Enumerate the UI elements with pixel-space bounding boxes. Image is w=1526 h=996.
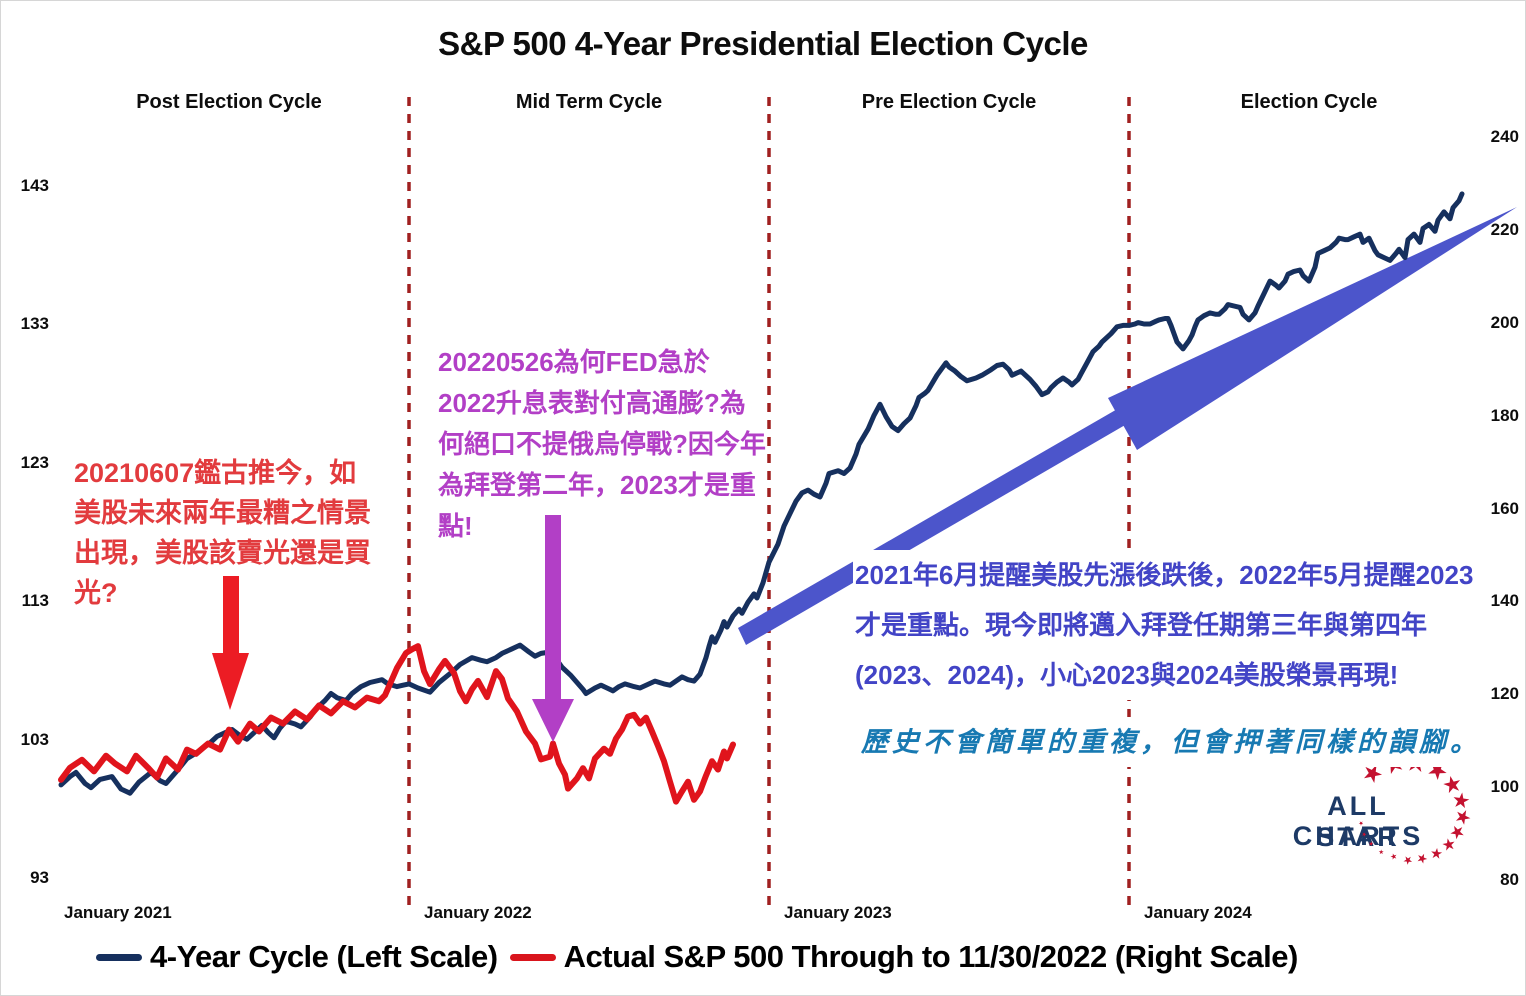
legend-item-cycle: 4-Year Cycle (Left Scale) xyxy=(96,939,498,975)
history-rhymes-quote: 歷史不會簡單的重複，但會押著同樣的韻腳。 xyxy=(855,717,1487,767)
right-axis-tick: 180 xyxy=(1490,405,1519,425)
legend-item-actual: Actual S&P 500 Through to 11/30/2022 (Ri… xyxy=(509,939,1299,975)
right-axis-tick: 200 xyxy=(1490,312,1519,332)
annotation-outlook-2023-2024: 2021年6月提醒美股先漲後跌後，2022年5月提醒2023 才是重點。現今即將邁… xyxy=(853,550,1482,700)
left-axis-tick: 143 xyxy=(20,176,49,195)
left-axis-tick: 123 xyxy=(20,452,49,472)
series-left xyxy=(58,191,1465,796)
right-axis-tick: 160 xyxy=(1490,498,1519,518)
bull-trend-arrow xyxy=(738,207,1517,645)
navy-line-swatch xyxy=(96,953,142,961)
left-axis-tick: 133 xyxy=(20,314,49,334)
annotation-line: (2023、2024)，小心2023與2024美股榮景再現! xyxy=(855,660,1399,690)
price-lines xyxy=(58,191,1465,805)
star-icon: ★ xyxy=(1388,851,1399,862)
series-right xyxy=(58,643,736,805)
right-axis-tick: 240 xyxy=(1490,127,1519,146)
annotation-line: 點! xyxy=(438,511,473,541)
legend-label-actual: Actual S&P 500 Through to 11/30/2022 (Ri… xyxy=(563,939,1299,974)
all-star-charts-logo: ALL STAR CHARTS ★★★★★★★★★★★★★★★★★ xyxy=(1283,747,1474,871)
left-axis-tick: 103 xyxy=(20,729,49,749)
section-header: Post Election Cycle xyxy=(136,91,322,113)
x-axis-label: January 2023 xyxy=(784,903,892,922)
star-icon: ★ xyxy=(1402,853,1414,866)
purple-down-arrow xyxy=(532,515,574,742)
annotation-line: 20210607鑑古推今，如 xyxy=(74,458,357,488)
annotation-line: 才是重點。現今即將邁入拜登任期第三年與第四年 xyxy=(855,610,1428,640)
annotation-line: 美股未來兩年最糟之情景 xyxy=(74,498,371,528)
right-axis-tick: 80 xyxy=(1500,870,1519,890)
annotation-20210607: 20210607鑑古推今，如 美股未來兩年最糟之情景 出現，美股該賣光還是買 光? xyxy=(74,453,371,613)
annotation-20220526: 20220526為何FED急於 2022升息表對付高通膨?為 何絕口不提俄烏停戰?因… xyxy=(438,342,766,547)
x-axis-label: January 2022 xyxy=(424,903,532,922)
x-axis-label: January 2024 xyxy=(1144,903,1252,922)
section-header: Mid Term Cycle xyxy=(515,91,663,113)
legend: 4-Year Cycle (Left Scale) Actual S&P 500… xyxy=(96,939,1298,975)
section-header: Election Cycle xyxy=(1240,91,1378,113)
x-axis-label: January 2021 xyxy=(64,903,172,922)
right-axis-tick: 120 xyxy=(1490,684,1519,704)
right-axis-tick: 220 xyxy=(1490,219,1519,239)
right-axis-tick: 100 xyxy=(1490,777,1519,797)
section-header: Pre Election Cycle xyxy=(861,91,1037,113)
annotation-line: 光? xyxy=(74,578,118,608)
logo-text-line2: CHARTS xyxy=(1292,821,1424,851)
left-axis-tick: 93 xyxy=(30,868,49,887)
annotation-line: 2021年6月提醒美股先漲後跌後，2022年5月提醒2023 xyxy=(855,560,1474,590)
red-down-arrow xyxy=(212,576,249,710)
left-axis-tick: 113 xyxy=(21,591,49,611)
legend-label-cycle: 4-Year Cycle (Left Scale) xyxy=(150,939,498,974)
annotation-line: 何絕口不提俄烏停戰?因今年 xyxy=(438,429,766,459)
annotation-line: 出現，美股該賣光還是買 xyxy=(74,538,371,568)
logo-text-line1: ALL STAR xyxy=(1316,791,1400,852)
annotation-line: 為拜登第二年，2023才是重 xyxy=(438,470,756,500)
page-title: S&P 500 4-Year Presidential Election Cyc… xyxy=(438,25,1088,62)
annotation-line: 20220526為何FED急於 xyxy=(438,347,710,377)
red-line-swatch xyxy=(509,953,556,961)
annotation-line: 2022升息表對付高通膨?為 xyxy=(438,388,746,418)
right-axis-tick: 140 xyxy=(1490,591,1519,611)
